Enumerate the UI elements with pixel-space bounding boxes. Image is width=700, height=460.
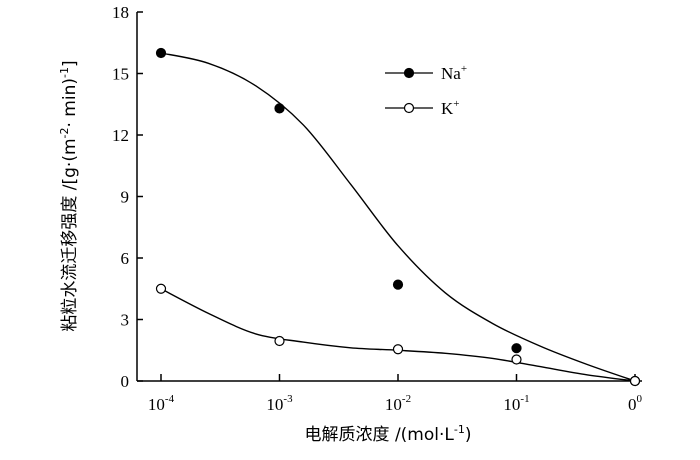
data-point-na: [511, 343, 522, 354]
y-tick-label: 15: [112, 65, 129, 84]
data-point-k: [155, 283, 167, 294]
fit-curves: [160, 52, 636, 382]
y-tick-label: 18: [112, 3, 129, 22]
y-tick-label: 6: [121, 249, 130, 268]
x-tick-label: 00: [628, 393, 643, 414]
x-axis-title: 电解质浓度 /(mol·L-1): [305, 423, 472, 445]
x-tick-label: 10-2: [385, 393, 411, 414]
data-point-k: [511, 354, 522, 365]
legend-marker-na: [403, 67, 415, 79]
plot-area: [136, 12, 642, 382]
y-ticks: 0 3 6 9 12 15 18: [112, 3, 143, 391]
legend: Na+ K+: [385, 63, 467, 118]
data-point-na: [155, 47, 167, 59]
fit-curve-na: [160, 52, 636, 382]
x-tick-label: 10-3: [266, 393, 293, 414]
legend-marker-k: [403, 102, 415, 114]
legend-label-k: K+: [441, 98, 460, 118]
data-point-na: [274, 103, 285, 114]
fit-curve-k: [160, 288, 636, 382]
x-tick-label: 10-4: [148, 393, 175, 414]
legend-label-na: Na+: [441, 63, 467, 83]
y-tick-label: 3: [121, 311, 130, 330]
data-point-na: [392, 279, 404, 290]
y-tick-label: 0: [121, 372, 130, 391]
x-ticks: 10-4 10-3 10-2 10-1 00: [148, 374, 643, 414]
data-point-k: [392, 344, 404, 355]
y-tick-label: 9: [121, 188, 130, 207]
y-tick-label: 12: [112, 126, 129, 145]
y-axis-title: 粘粒水流迁移强度 /[g·(m-2· min)-1]: [58, 60, 80, 331]
data-point-k: [274, 335, 285, 347]
x-tick-label: 10-1: [503, 393, 529, 414]
data-points: [155, 47, 641, 387]
data-point-k: [629, 375, 641, 387]
